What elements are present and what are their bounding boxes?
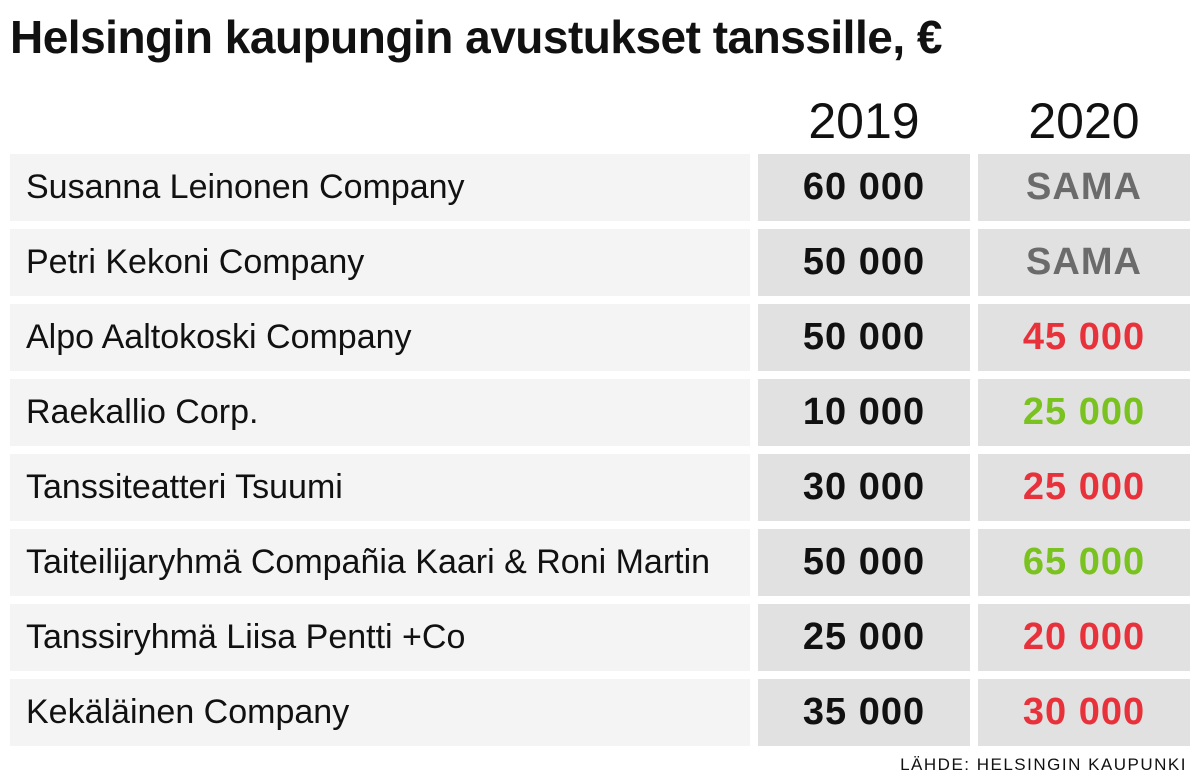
- source-note: LÄHDE: HELSINGIN KAUPUNKI: [900, 755, 1187, 774]
- chart-title: Helsingin kaupungin avustukset tanssille…: [10, 11, 942, 63]
- column-header-2019: 2019: [808, 93, 920, 149]
- value-2019: 50 000: [758, 529, 970, 596]
- value-2020: 25 000: [978, 454, 1190, 521]
- column-header-2020: 2020: [1028, 93, 1140, 149]
- value-2020: 25 000: [978, 379, 1190, 446]
- value-2020: 45 000: [978, 304, 1190, 371]
- value-2019: 50 000: [758, 304, 970, 371]
- company-name: Petri Kekoni Company: [10, 229, 750, 296]
- company-name: Kekäläinen Company: [10, 679, 750, 746]
- value-2020: 20 000: [978, 604, 1190, 671]
- company-name: Taiteilijaryhmä Compañia Kaari & Roni Ma…: [10, 529, 750, 596]
- value-2019: 50 000: [758, 229, 970, 296]
- table-row: Tanssiteatteri Tsuumi 30 000 25 000: [10, 454, 1190, 521]
- company-name: Raekallio Corp.: [10, 379, 750, 446]
- value-2019: 60 000: [758, 154, 970, 221]
- value-2019: 10 000: [758, 379, 970, 446]
- company-name: Tanssiryhmä Liisa Pentti +Co: [10, 604, 750, 671]
- company-name: Tanssiteatteri Tsuumi: [10, 454, 750, 521]
- table-row: Raekallio Corp. 10 000 25 000: [10, 379, 1190, 446]
- value-2020: 65 000: [978, 529, 1190, 596]
- value-2019: 30 000: [758, 454, 970, 521]
- table-row: Alpo Aaltokoski Company 50 000 45 000: [10, 304, 1190, 371]
- table-row: Kekäläinen Company 35 000 30 000: [10, 679, 1190, 746]
- company-name: Alpo Aaltokoski Company: [10, 304, 750, 371]
- value-2020: SAMA: [978, 229, 1190, 296]
- table-row: Petri Kekoni Company 50 000 SAMA: [10, 229, 1190, 296]
- value-2020: SAMA: [978, 154, 1190, 221]
- table-row: Tanssiryhmä Liisa Pentti +Co 25 000 20 000: [10, 604, 1190, 671]
- table-row: Taiteilijaryhmä Compañia Kaari & Roni Ma…: [10, 529, 1190, 596]
- value-2019: 25 000: [758, 604, 970, 671]
- company-name: Susanna Leinonen Company: [10, 154, 750, 221]
- value-2020: 30 000: [978, 679, 1190, 746]
- table-row: Susanna Leinonen Company 60 000 SAMA: [10, 154, 1190, 221]
- value-2019: 35 000: [758, 679, 970, 746]
